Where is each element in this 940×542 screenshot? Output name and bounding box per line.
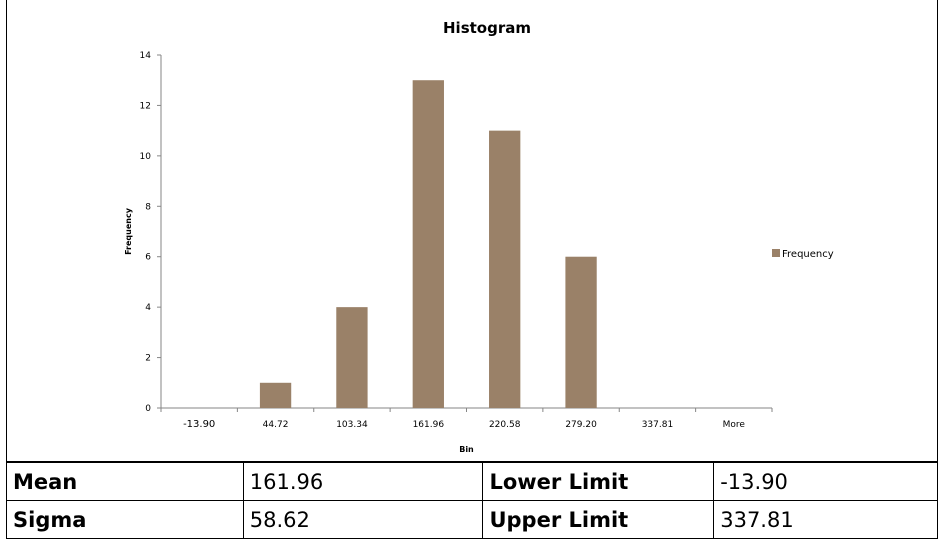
mean-value: 161.96: [242, 462, 484, 501]
histogram-bar: [412, 80, 444, 408]
y-tick-label: 14: [140, 51, 152, 61]
sigma-value: 58.62: [242, 500, 484, 539]
mean-label: Mean: [6, 462, 244, 501]
stats-row-1: Mean 161.96 Lower Limit -13.90: [6, 462, 938, 501]
y-tick-label: 2: [145, 354, 151, 364]
x-tick-label: 279.20: [565, 420, 597, 430]
upper-limit-value: 337.81: [713, 500, 938, 539]
y-tick-label: 12: [140, 101, 151, 111]
lower-limit-value: -13.90: [713, 462, 938, 501]
legend-swatch: [772, 249, 780, 257]
x-tick-label: 220.58: [489, 420, 521, 430]
chart-legend: Frequency: [772, 249, 834, 260]
x-tick-label: 337.81: [642, 420, 674, 430]
y-tick-label: 4: [145, 303, 151, 313]
histogram-bar: [489, 130, 521, 408]
y-tick-label: 6: [145, 253, 151, 263]
x-axis-title: Bin: [459, 445, 474, 454]
chart-area: Histogram 0 2 4 6 8 10 12 14 -13.90 44.72 103.34 16…: [6, 0, 938, 462]
stats-row-2: Sigma 58.62 Upper Limit 337.81: [6, 500, 938, 539]
x-tick-label: 44.72: [263, 420, 289, 430]
histogram-bar: [565, 256, 597, 408]
chart-axes: [157, 54, 773, 412]
y-tick-label: 10: [140, 152, 152, 162]
sigma-label: Sigma: [6, 500, 244, 539]
x-tick-label: -13.90: [183, 419, 215, 430]
chart-labels: 0 2 4 6 8 10 12 14 -13.90 44.72 103.34 161.96 220.58…: [124, 51, 745, 454]
y-tick-label: 8: [145, 202, 151, 212]
y-axis-title: Frequency: [124, 207, 133, 255]
stats-table: Mean 161.96 Lower Limit -13.90 Sigma 58.…: [6, 462, 938, 539]
lower-limit-label: Lower Limit: [482, 462, 715, 501]
legend-label: Frequency: [782, 249, 834, 260]
x-tick-label: 161.96: [413, 420, 445, 430]
histogram-bar: [259, 382, 292, 408]
x-tick-label: More: [723, 420, 746, 430]
chart-bars: [259, 80, 597, 408]
upper-limit-label: Upper Limit: [482, 500, 715, 539]
histogram-chart: Histogram 0 2 4 6 8 10 12 14 -13.90 44.72 103.34 16…: [124, 19, 834, 454]
histogram-bar: [336, 307, 368, 408]
x-tick-label: 103.34: [336, 420, 368, 430]
y-tick-label: 0: [145, 404, 151, 414]
chart-title: Histogram: [443, 19, 531, 37]
